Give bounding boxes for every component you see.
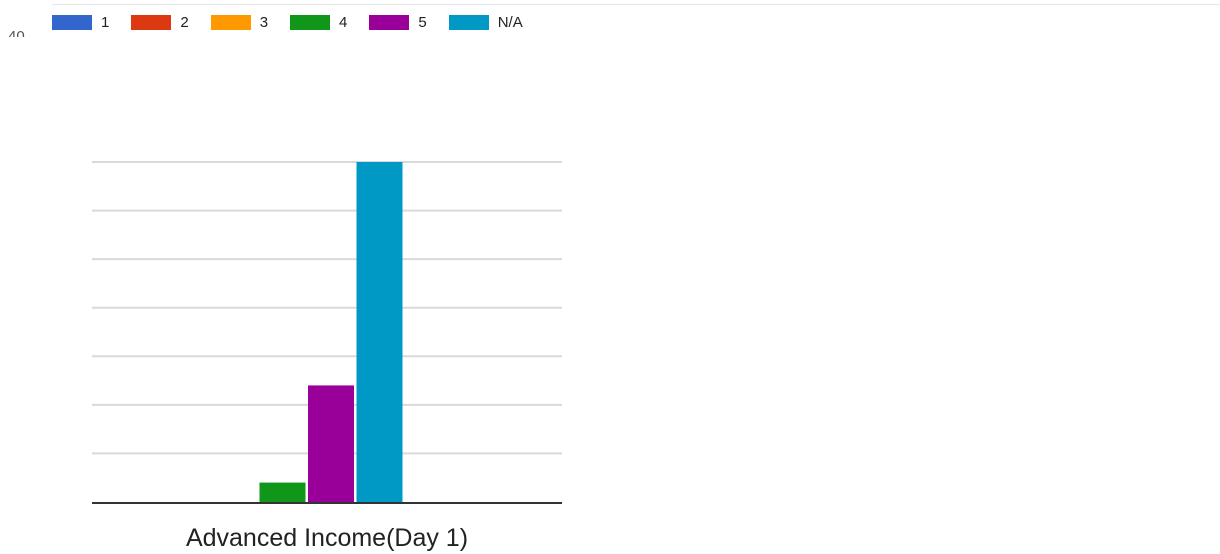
x-axis-labels: Advanced Income(Day 1): [186, 524, 468, 552]
legend-swatch: [369, 15, 410, 30]
bar-series-5[interactable]: [308, 385, 354, 502]
chart-legend: 1 2 3 4 5 N/A: [52, 14, 545, 31]
legend-swatch: [290, 15, 331, 30]
legend-item-2: 2: [131, 14, 189, 31]
x-tick-label: Advanced Income(Day 1): [186, 524, 468, 552]
legend-label: 1: [101, 14, 110, 31]
legend-item-4: 4: [290, 14, 347, 31]
top-divider: [52, 4, 1220, 5]
bars: [259, 162, 403, 502]
legend-swatch: [131, 15, 172, 30]
legend-swatch: [52, 15, 92, 30]
legend-label: 4: [339, 14, 348, 31]
legend-swatch: [210, 15, 251, 30]
legend-label: 3: [259, 14, 269, 31]
legend-item-6: N/A: [448, 14, 523, 31]
legend-swatch: [448, 15, 489, 30]
legend-label: N/A: [497, 14, 523, 31]
legend-item-5: 5: [369, 14, 427, 31]
legend-label: 5: [418, 14, 427, 31]
legend-label: 2: [180, 14, 189, 31]
partial-y-tick-label: 40: [8, 29, 34, 37]
bar-series-4[interactable]: [259, 482, 306, 502]
legend-item-3: 3: [210, 14, 269, 31]
legend-item-1: 1: [52, 14, 109, 31]
bar-series-6[interactable]: [356, 162, 403, 502]
